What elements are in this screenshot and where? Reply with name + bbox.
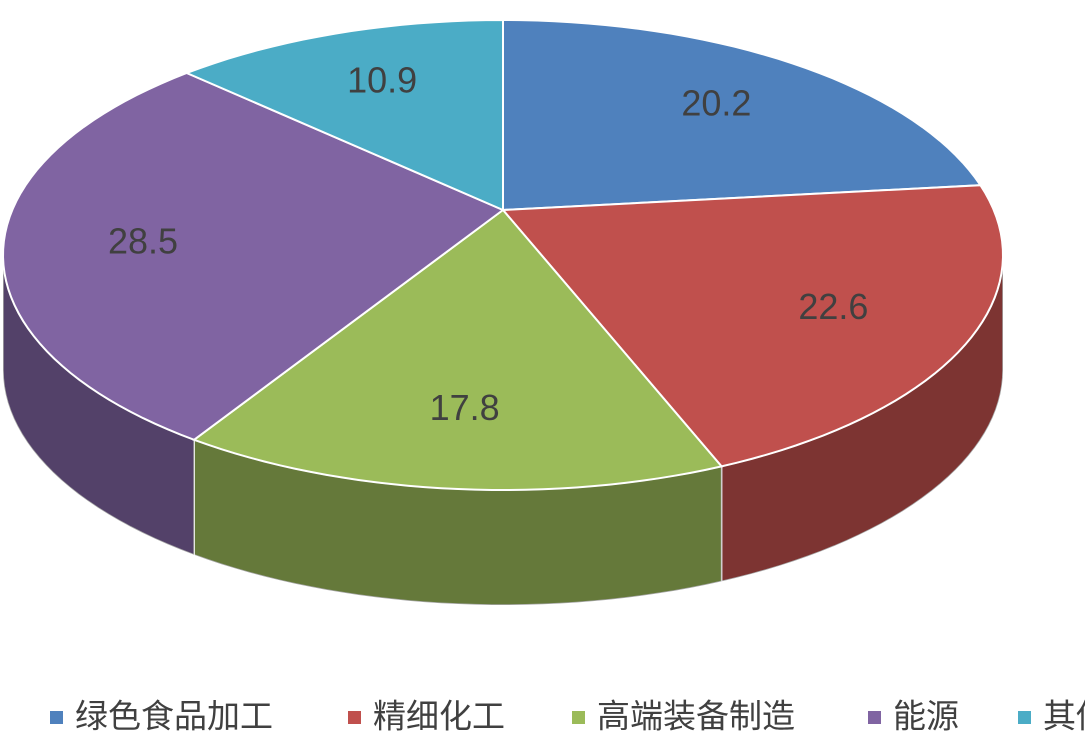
legend-swatch [348, 711, 361, 724]
pie-slice [502, 18, 983, 212]
data-label: 20.2 [681, 83, 751, 124]
legend-label: 其他 [1043, 697, 1085, 736]
legend-label: 能源 [893, 697, 959, 736]
legend-swatch [1018, 711, 1031, 724]
pie-slice [2, 71, 505, 441]
pie-tops [2, 18, 1004, 491]
data-label: 22.6 [798, 286, 868, 327]
legend-swatch [868, 711, 881, 724]
legend-label: 绿色食品加工 [75, 697, 273, 736]
data-labels: 20.2 22.6 17.8 28.5 10.9 [108, 60, 868, 429]
legend-label: 高端装备制造 [597, 697, 795, 736]
pie-slice [191, 208, 724, 491]
data-label: 17.8 [430, 387, 500, 428]
pie-sides [2, 254, 1004, 606]
pie-slice [184, 18, 504, 212]
slice-side-shade [3, 255, 195, 555]
slice-side-shade [721, 255, 1003, 582]
legend: 绿色食品加工 精细化工 高端装备制造 能源 其他 [50, 697, 1085, 736]
data-label: 10.9 [347, 60, 417, 101]
legend-swatch [50, 711, 63, 724]
data-label: 28.5 [108, 221, 178, 262]
slice-side-shade [194, 439, 722, 605]
legend-swatch [572, 711, 585, 724]
legend-label: 精细化工 [373, 697, 505, 736]
pie-slice [500, 184, 1004, 468]
